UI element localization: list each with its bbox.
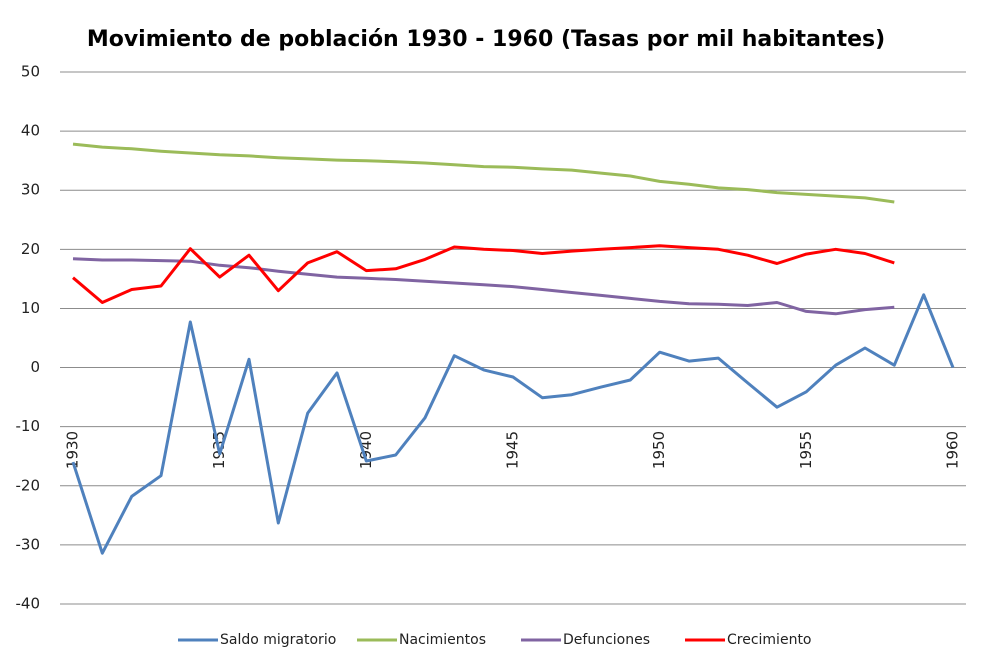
- chart-title: Movimiento de población 1930 - 1960 (Tas…: [87, 27, 885, 52]
- series-line: [71, 293, 955, 555]
- y-tick-label: 50: [21, 63, 40, 81]
- y-tick-label: 20: [21, 240, 40, 258]
- series-line: [72, 244, 895, 304]
- x-tick-label: 1960: [944, 431, 962, 469]
- legend-label: Crecimiento: [727, 632, 812, 648]
- y-tick-label: 30: [21, 181, 40, 199]
- y-tick-label: -30: [16, 535, 41, 553]
- series-line: [72, 257, 895, 316]
- y-tick-label: -20: [16, 476, 41, 494]
- x-tick-label: 1950: [650, 431, 668, 469]
- legend-label: Defunciones: [563, 632, 650, 648]
- y-tick-label: 10: [21, 299, 40, 317]
- legend-label: Nacimientos: [399, 632, 486, 648]
- y-tick-label: -10: [16, 417, 41, 435]
- legend-label: Saldo migratorio: [220, 632, 336, 648]
- y-tick-label: 0: [30, 358, 40, 376]
- y-tick-label: 40: [21, 122, 40, 140]
- x-tick-label: 1945: [504, 431, 522, 469]
- y-tick-label: -40: [16, 595, 41, 613]
- series-line: [72, 142, 895, 204]
- x-tick-label: 1955: [797, 431, 815, 469]
- x-tick-label: 1930: [64, 431, 82, 469]
